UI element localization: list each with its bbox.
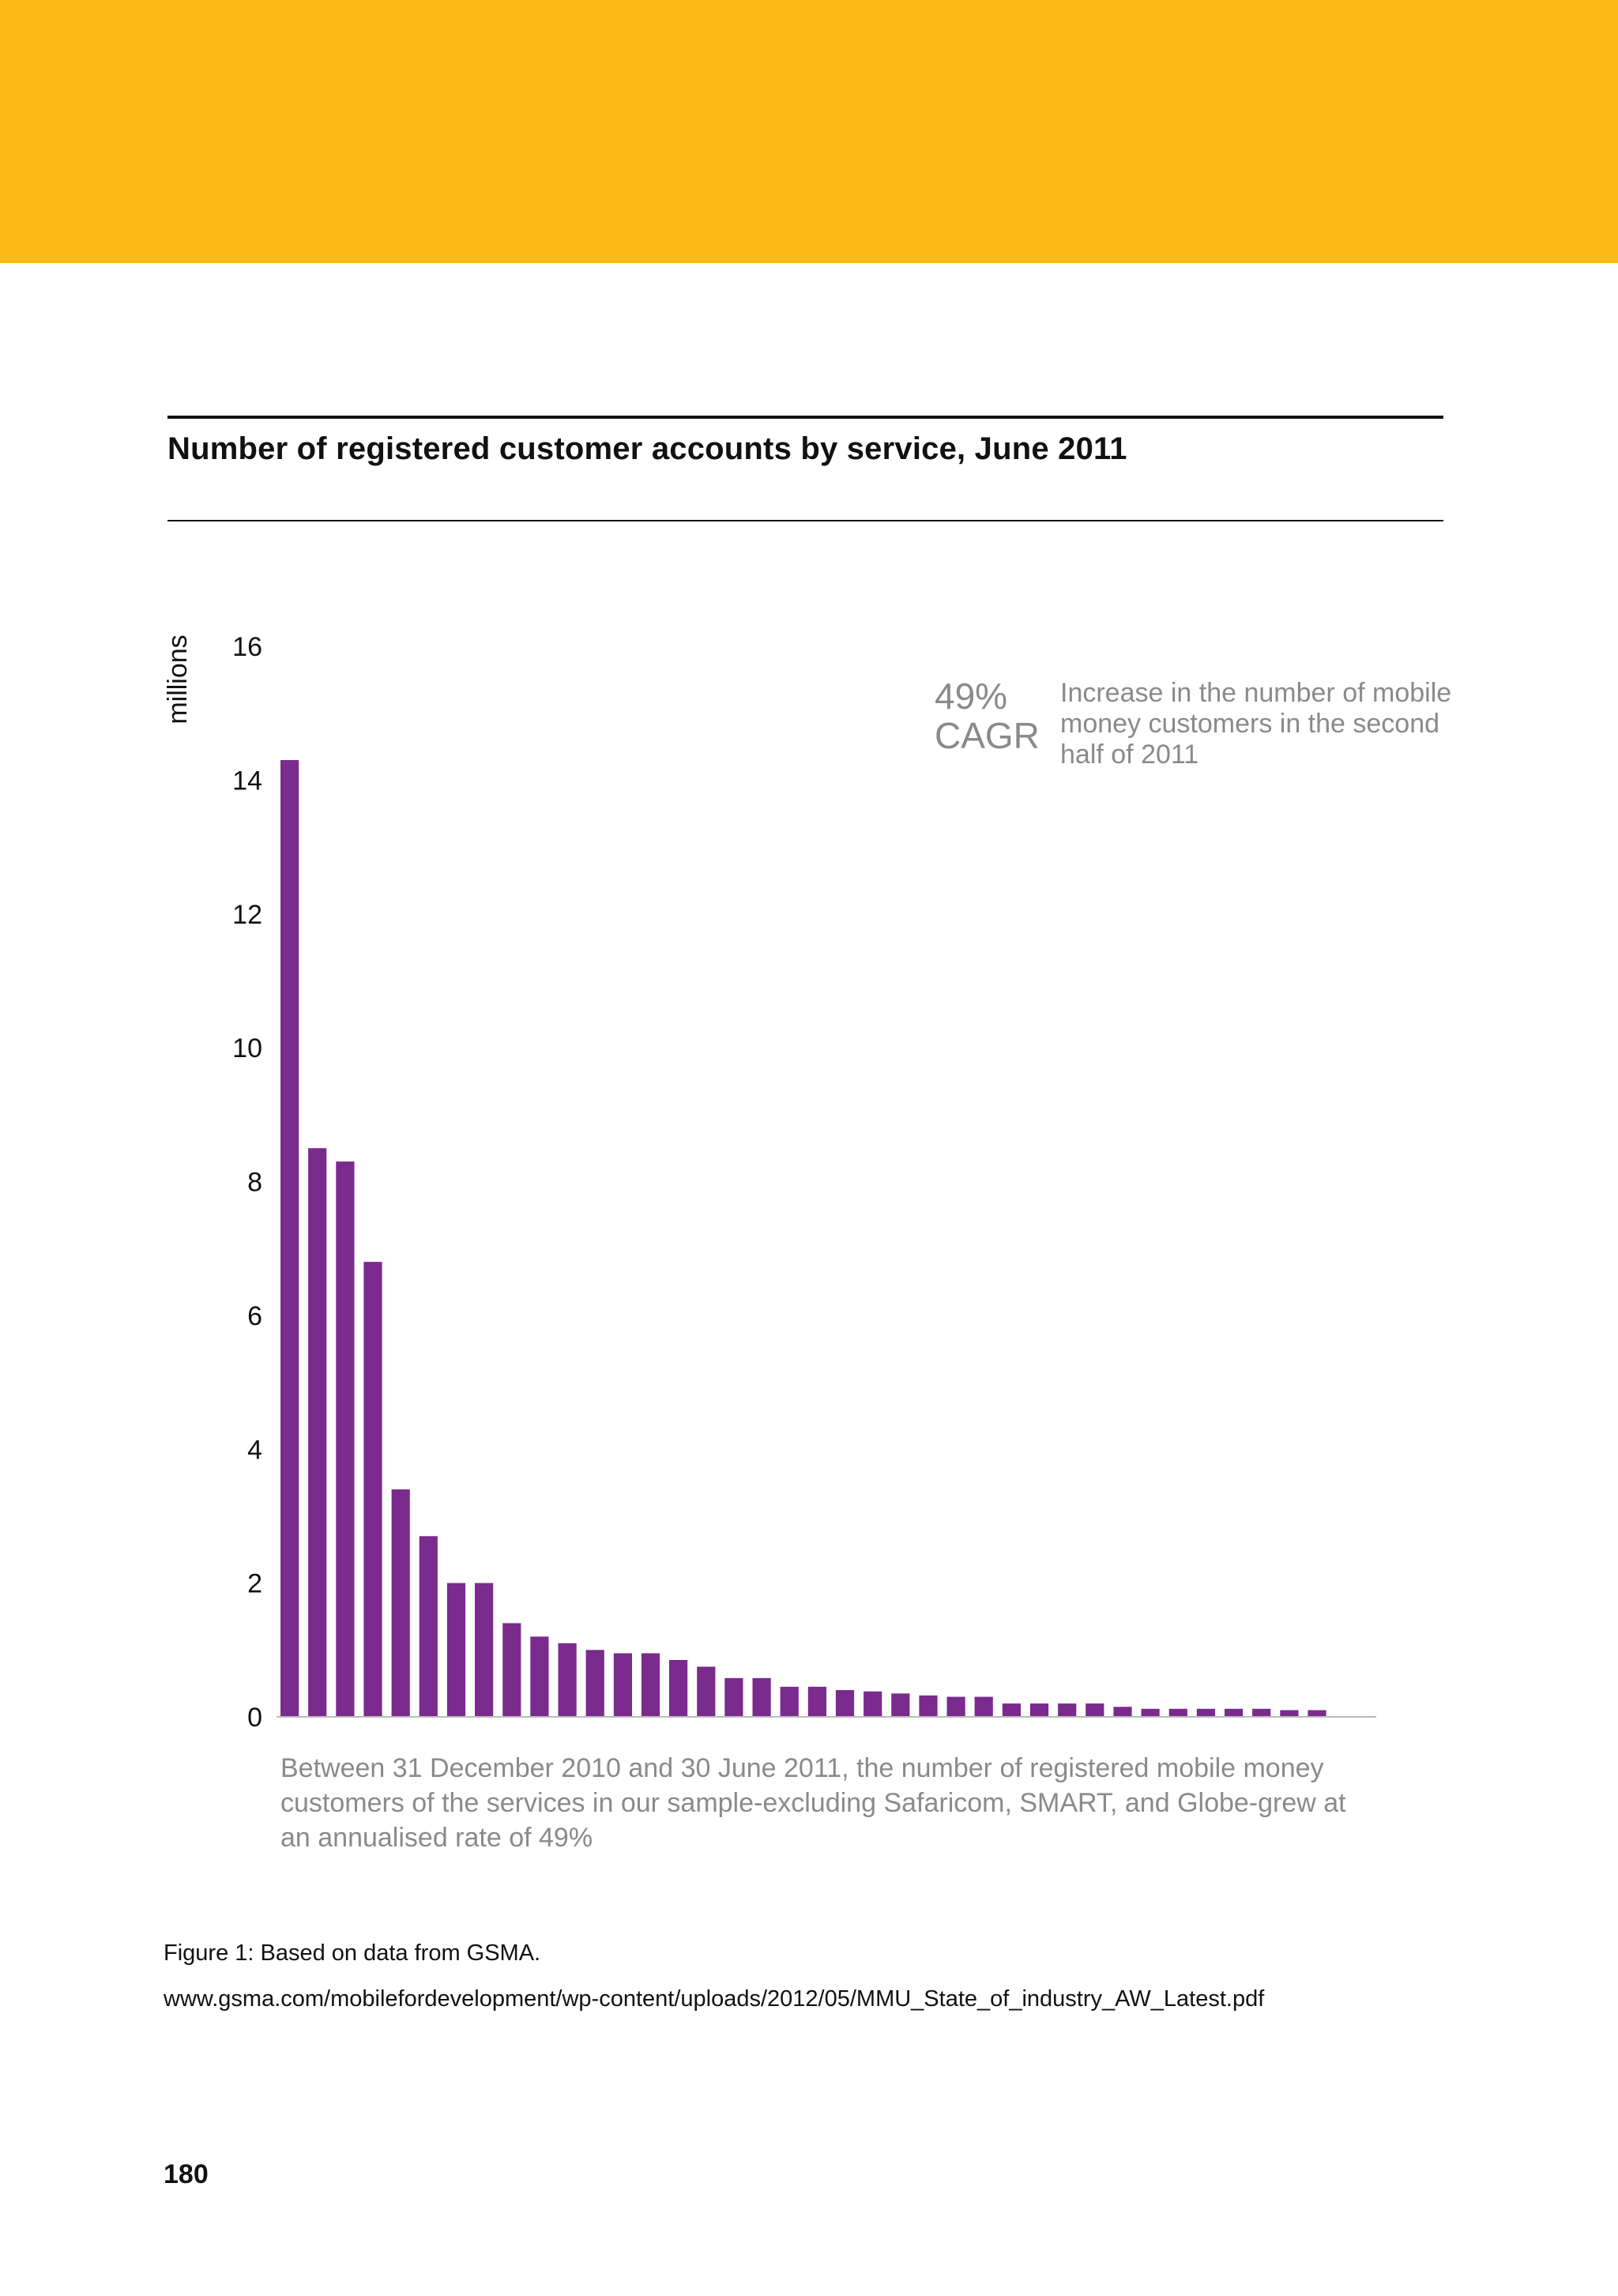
bar: [419, 1536, 438, 1717]
y-tick-label: 4: [247, 1435, 262, 1465]
bar: [946, 1696, 965, 1717]
bar: [1252, 1708, 1271, 1717]
top-banner: [0, 0, 1618, 263]
bar: [891, 1693, 910, 1717]
bar: [558, 1643, 577, 1717]
bar: [363, 1262, 382, 1717]
chart-title: Number of registered customer accounts b…: [167, 431, 1127, 466]
cagr-label: CAGR: [935, 715, 1040, 756]
bar: [835, 1690, 855, 1717]
bar: [475, 1583, 494, 1717]
bar: [1225, 1708, 1244, 1717]
bar: [919, 1695, 938, 1717]
bar: [807, 1686, 826, 1717]
bar: [1308, 1710, 1326, 1717]
bar: [752, 1677, 771, 1717]
y-tick-label: 16: [232, 632, 262, 662]
source-url: www.gsma.com/mobilefordevelopment/wp-con…: [164, 1986, 1265, 2012]
bar: [974, 1696, 993, 1717]
source-caption: Figure 1: Based on data from GSMA.: [164, 1940, 541, 1966]
y-tick-label: 6: [247, 1301, 262, 1331]
title-rule-bottom: [167, 520, 1443, 521]
bar: [613, 1653, 632, 1717]
y-tick-label: 0: [247, 1703, 262, 1733]
bar: [724, 1677, 743, 1717]
bar-chart: millions 0 2 4 6 8 10 12 14 16: [163, 632, 1376, 1733]
bar: [308, 1148, 327, 1717]
chart-note: Between 31 December 2010 and 30 June 201…: [280, 1753, 1346, 1853]
bar: [585, 1650, 604, 1717]
bar: [1058, 1703, 1077, 1717]
y-tick-label: 12: [232, 900, 262, 930]
bar: [336, 1161, 355, 1717]
bar: [446, 1583, 466, 1717]
title-rule-top: [167, 416, 1443, 419]
bar: [864, 1691, 882, 1717]
bar: [1002, 1703, 1021, 1717]
cagr-percent: 49%: [935, 676, 1008, 717]
bar: [1086, 1703, 1104, 1717]
y-tick-label: 8: [247, 1168, 262, 1198]
bar: [669, 1660, 688, 1717]
bar: [780, 1686, 799, 1717]
cagr-annotation-text: Increase in the number of mobile money c…: [1060, 678, 1452, 770]
y-tick-label: 10: [232, 1033, 262, 1063]
y-axis-label: millions: [163, 634, 193, 724]
bar: [502, 1623, 521, 1717]
bar: [391, 1489, 410, 1717]
bar: [1029, 1703, 1049, 1717]
bar: [1196, 1708, 1215, 1717]
bar: [1113, 1707, 1132, 1717]
bar: [1168, 1708, 1187, 1717]
y-axis-label-group: millions: [163, 634, 193, 724]
bars: [280, 760, 1326, 1717]
bar: [530, 1636, 549, 1717]
y-tick-label: 14: [232, 766, 262, 796]
bar: [697, 1666, 716, 1717]
page-number: 180: [164, 2159, 209, 2189]
bar: [1141, 1708, 1160, 1717]
bar: [280, 760, 299, 1717]
cagr-annotation-value: 49% CAGR: [935, 676, 1040, 755]
y-tick-label: 2: [247, 1569, 262, 1599]
y-tick-labels: 0 2 4 6 8 10 12 14 16: [232, 632, 262, 1733]
bar: [1280, 1710, 1299, 1717]
bar: [641, 1653, 660, 1717]
